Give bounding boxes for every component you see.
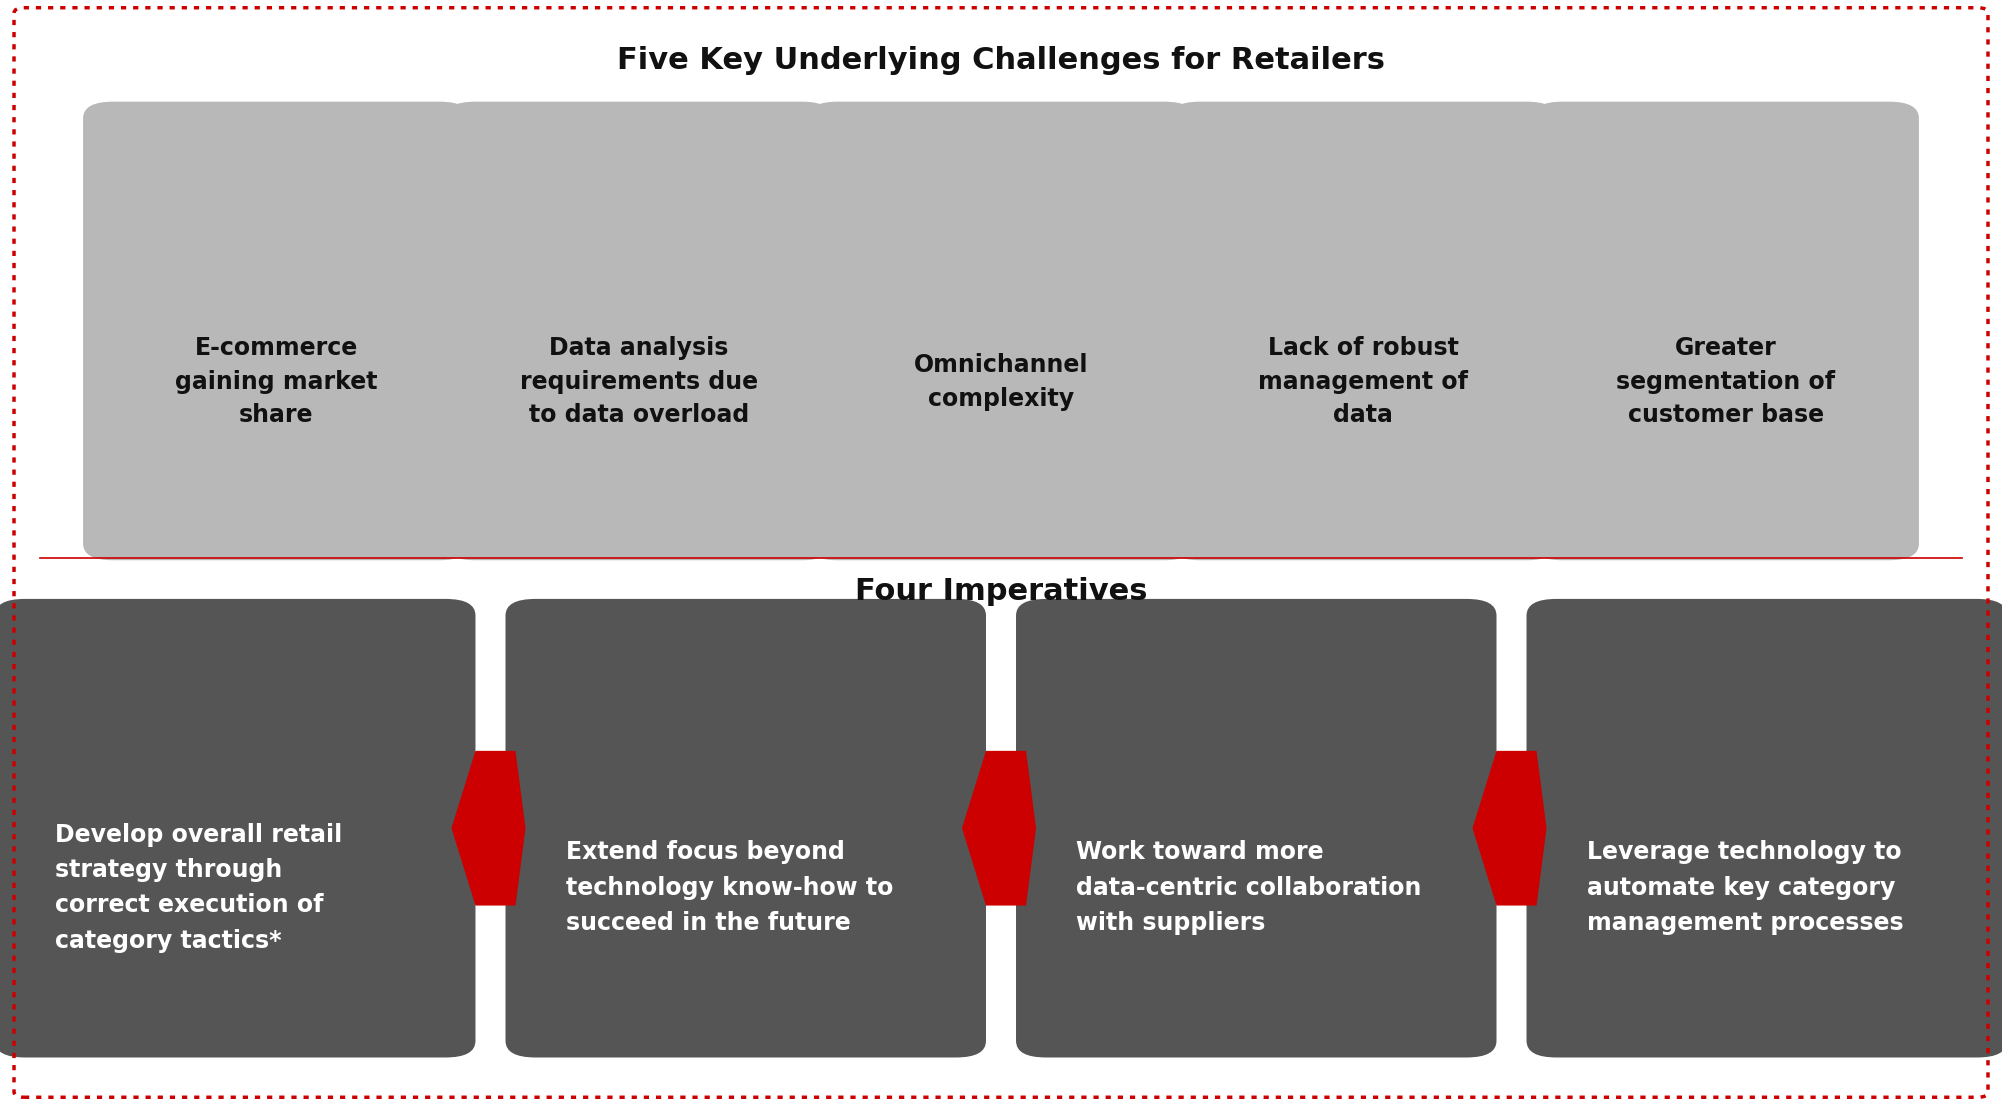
Text: Omnichannel
complexity: Omnichannel complexity: [913, 354, 1089, 411]
Polygon shape: [963, 751, 1037, 906]
Text: Develop overall retail
strategy through
correct execution of
category tactics*: Develop overall retail strategy through …: [56, 822, 342, 953]
FancyBboxPatch shape: [807, 102, 1193, 560]
Text: E-commerce
gaining market
share: E-commerce gaining market share: [174, 337, 378, 428]
FancyBboxPatch shape: [0, 599, 476, 1057]
Text: Lack of robust
management of
data: Lack of robust management of data: [1259, 337, 1467, 428]
FancyBboxPatch shape: [1528, 599, 2002, 1057]
Polygon shape: [1471, 751, 1546, 906]
Text: Extend focus beyond
technology know-how to
succeed in the future: Extend focus beyond technology know-how …: [567, 841, 893, 935]
Text: Five Key Underlying Challenges for Retailers: Five Key Underlying Challenges for Retai…: [617, 46, 1385, 75]
FancyBboxPatch shape: [505, 599, 985, 1057]
Text: Leverage technology to
automate key category
management processes: Leverage technology to automate key cate…: [1588, 841, 1904, 935]
Text: Data analysis
requirements due
to data overload: Data analysis requirements due to data o…: [521, 337, 757, 428]
FancyBboxPatch shape: [82, 102, 468, 560]
Text: Work toward more
data-centric collaboration
with suppliers: Work toward more data-centric collaborat…: [1077, 841, 1421, 935]
Text: Four Imperatives: Four Imperatives: [855, 577, 1147, 606]
FancyBboxPatch shape: [1015, 599, 1495, 1057]
Polygon shape: [452, 751, 525, 906]
FancyBboxPatch shape: [1169, 102, 1556, 560]
Text: Greater
segmentation of
customer base: Greater segmentation of customer base: [1616, 337, 1836, 428]
FancyBboxPatch shape: [1534, 102, 1918, 560]
FancyBboxPatch shape: [444, 102, 833, 560]
